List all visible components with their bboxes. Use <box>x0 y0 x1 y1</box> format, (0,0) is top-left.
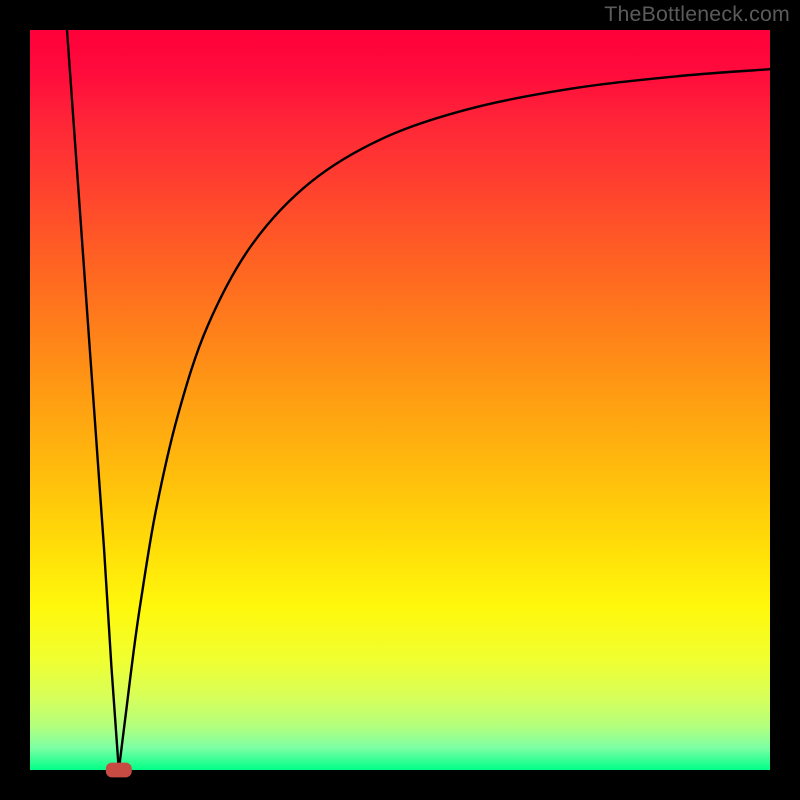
plot-area <box>30 30 770 770</box>
chart-root: TheBottleneck.com <box>0 0 800 800</box>
chart-svg <box>0 0 800 800</box>
minimum-marker <box>106 763 132 778</box>
